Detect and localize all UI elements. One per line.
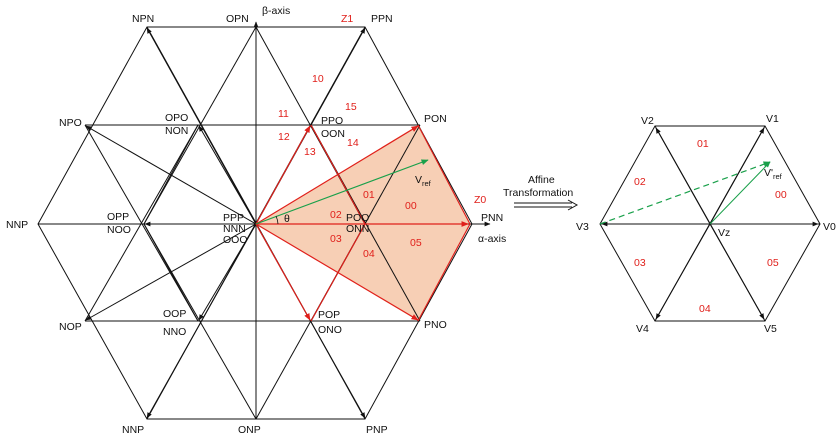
region-label-03: 03 <box>330 233 342 245</box>
region-label-15: 15 <box>345 101 357 113</box>
right-vector-arrow <box>709 223 765 320</box>
diagonal-line <box>143 223 257 420</box>
red-vector-arrow <box>255 223 419 321</box>
vertex-label-oop: OOP <box>163 308 186 320</box>
vector-label-vz: Vz <box>718 227 730 239</box>
zone-label-z1: Z1 <box>341 13 353 25</box>
vref-prime-arrow <box>709 161 771 225</box>
vref-label: Vref <box>415 174 432 188</box>
region-label-05: 05 <box>410 237 422 249</box>
vertex-label-pno: PNO <box>424 319 447 331</box>
transform-label-line2: Transformation <box>503 187 573 199</box>
right-hexagon-diagram: V1 V2 V0 V3 Vz V4 V5 V'ref 01 02 00 03 0… <box>576 113 836 335</box>
sector-label-01: 01 <box>697 138 709 150</box>
vector-label-v3: V3 <box>576 221 589 233</box>
vertex-label-poo: POO <box>346 212 369 224</box>
vertex-label-oon: OON <box>321 128 345 140</box>
vertex-label-nnn: NNN <box>223 223 246 235</box>
vector-label-v4: V4 <box>636 323 649 335</box>
red-sector-edge <box>310 223 366 322</box>
theta-arc <box>275 215 279 225</box>
red-vector-arrow <box>255 125 311 225</box>
vertex-label-pnn: PNN <box>481 212 503 224</box>
vertex-label-nnp-left: NNP <box>6 219 28 231</box>
sector-label-05: 05 <box>767 257 779 269</box>
vertex-label-opp: OPP <box>107 211 129 223</box>
vector-label-v1: V1 <box>766 113 779 125</box>
vertex-label-ooo: OOO <box>223 234 248 246</box>
vertex-label-ono: ONO <box>318 324 342 336</box>
region-label-12: 12 <box>278 131 290 143</box>
left-hexagon-diagram: NPN OPN β-axis Z1 PPN NPO OPO NON PPO OO… <box>6 5 506 436</box>
vref-vector-arrow <box>255 159 429 225</box>
sector-label-03: 03 <box>634 257 646 269</box>
vector-arrow <box>85 125 257 225</box>
vref-prime-label: V'ref <box>764 167 783 181</box>
region-label-10: 10 <box>312 73 324 85</box>
vertex-label-pnp: PNP <box>366 424 388 436</box>
vector-arrow <box>198 223 257 321</box>
right-vector-arrow <box>655 223 711 320</box>
red-sector-edge <box>417 124 471 225</box>
vertex-label-ppo: PPO <box>321 115 343 127</box>
vref-prime-dashed-arrow <box>599 161 771 225</box>
vector-arrow <box>85 223 257 321</box>
vector-label-v5: V5 <box>764 323 777 335</box>
sector-label-02: 02 <box>634 176 646 188</box>
vertex-label-nop: NOP <box>59 321 82 333</box>
vertex-label-opo: OPO <box>165 112 188 124</box>
vertex-label-ppn: PPN <box>371 13 393 25</box>
beta-axis-label: β-axis <box>262 5 290 17</box>
diagonal-line <box>84 124 199 322</box>
vertex-label-ppp: PPP <box>223 212 244 224</box>
zone-label-z0: Z0 <box>474 194 486 206</box>
vertex-label-npn: NPN <box>132 13 154 25</box>
vertex-label-nnp-bottom: NNP <box>122 424 144 436</box>
region-label-01: 01 <box>363 189 375 201</box>
double-arrow-icon <box>514 199 579 211</box>
right-vector-arrow <box>655 127 711 225</box>
vertex-label-onn: ONN <box>346 223 369 235</box>
vertex-label-opn: OPN <box>226 13 249 25</box>
theta-label: θ <box>284 213 290 225</box>
region-label-13: 13 <box>304 146 316 158</box>
vertex-label-noo: NOO <box>107 224 131 236</box>
vector-arrow <box>146 27 257 225</box>
affine-transformation: Affine Transformation <box>503 174 579 211</box>
right-vector-arrow <box>709 127 765 225</box>
region-label-04: 04 <box>363 248 375 260</box>
red-sector-edge <box>417 223 471 322</box>
sector-label-04: 04 <box>699 303 711 315</box>
region-label-00: 00 <box>405 200 417 212</box>
alpha-axis-label: α-axis <box>478 233 506 245</box>
vertex-label-pop: POP <box>318 309 340 321</box>
vector-arrow <box>146 223 257 419</box>
sector-label-00: 00 <box>775 189 787 201</box>
region-label-14: 14 <box>347 137 359 149</box>
shaded-sector <box>256 125 470 321</box>
vector-label-v0: V0 <box>823 221 836 233</box>
region-label-11: 11 <box>278 108 289 120</box>
vertex-label-non: NON <box>165 125 188 137</box>
red-vector-arrow <box>255 125 419 225</box>
vector-label-v2: V2 <box>641 115 654 127</box>
vertex-label-pon: PON <box>424 113 447 125</box>
vector-arrow <box>198 125 257 225</box>
red-sector-edge <box>310 124 366 225</box>
region-label-02: 02 <box>330 209 342 221</box>
vertex-label-nno: NNO <box>163 326 186 338</box>
vertex-label-onp: ONP <box>238 424 261 436</box>
red-vector-arrow <box>255 223 311 321</box>
transform-label-line1: Affine <box>528 174 555 186</box>
vertex-label-npo: NPO <box>59 117 82 129</box>
